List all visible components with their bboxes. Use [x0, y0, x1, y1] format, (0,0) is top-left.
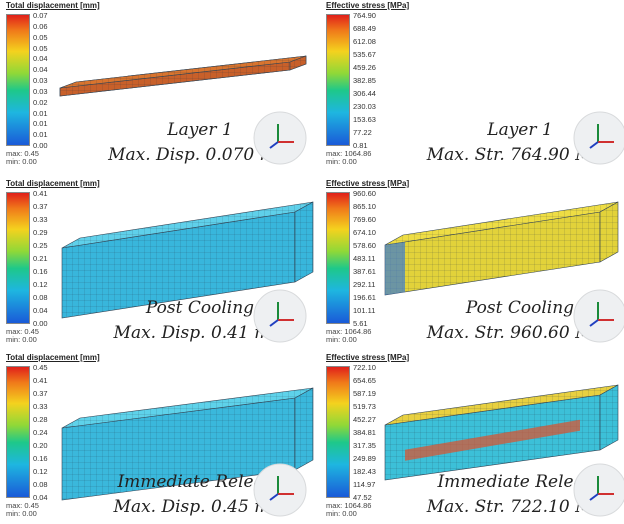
figure: Total displacement [mm] 0.07 0.06 0.05 0.05 0… [0, 0, 624, 524]
scale-label: 196.61 [353, 294, 376, 302]
scale-label: 0.04 [33, 55, 48, 63]
scale-label: 0.01 [33, 120, 48, 128]
axis-triad [250, 286, 310, 346]
scale-label: 0.12 [33, 281, 48, 289]
scale-label: 0.25 [33, 242, 48, 250]
axis-triad [250, 108, 310, 168]
scale-label: 578.60 [353, 242, 376, 250]
scale-label: 960.60 [353, 190, 376, 198]
color-bar [326, 366, 350, 498]
scale-label: 0.29 [33, 229, 48, 237]
scale-label: 77.22 [353, 129, 372, 137]
min-label: min: 0.00 [326, 510, 357, 518]
legend-title: Total displacement [mm] [6, 179, 100, 188]
scale-label: 674.10 [353, 229, 376, 237]
color-bar [6, 366, 30, 498]
scale-label: 0.03 [33, 88, 48, 96]
scale-label: 0.03 [33, 77, 48, 85]
scale-label: 384.81 [353, 429, 376, 437]
axis-triad [570, 286, 624, 346]
scale-label: 587.19 [353, 390, 376, 398]
scale-label: 0.02 [33, 99, 48, 107]
scale-label: 865.10 [353, 203, 376, 211]
color-bar [326, 192, 350, 324]
scale-label: 249.89 [353, 455, 376, 463]
scale-label: 483.11 [353, 255, 375, 263]
scale-label: 387.61 [353, 268, 376, 276]
scale-label: 382.85 [353, 77, 376, 85]
scale-label: 0.08 [33, 294, 48, 302]
scale-label: 612.08 [353, 38, 376, 46]
scale-label: 0.16 [33, 455, 48, 463]
scale-label: 0.28 [33, 416, 48, 424]
scale-label: 182.43 [353, 468, 376, 476]
result-panel: Effective stress [MPa] 960.60 865.10 769.60… [320, 178, 624, 350]
scale-label: 654.65 [353, 377, 376, 385]
color-bar [6, 192, 30, 324]
result-panel: Total displacement [mm] 0.41 0.37 0.33 0.29 0… [0, 178, 312, 350]
min-label: min: 0.00 [326, 158, 357, 166]
scale-label: 769.60 [353, 216, 376, 224]
scale-label: 0.06 [33, 23, 48, 31]
legend-title: Effective stress [MPa] [326, 1, 409, 10]
legend-title: Effective stress [MPa] [326, 179, 409, 188]
legend-title: Total displacement [mm] [6, 353, 100, 362]
scale-label: 722.10 [353, 364, 376, 372]
scale-label: 114.97 [353, 481, 375, 489]
result-panel: Total displacement [mm] 0.45 0.41 0.37 0.33 0… [0, 352, 312, 524]
result-panel: Effective stress [MPa] 764.90 688.49 612.08… [320, 0, 624, 172]
scale-label: 0.33 [33, 403, 48, 411]
scale-label: 0.01 [33, 110, 48, 118]
scale-label: 153.63 [353, 116, 376, 124]
scale-label: 0.04 [33, 307, 48, 315]
axis-triad [570, 460, 624, 520]
color-bar [6, 14, 30, 146]
scale-label: 0.07 [33, 12, 48, 20]
scale-label: 101.11 [353, 307, 375, 315]
scale-label: 459.26 [353, 64, 376, 72]
scale-label: 0.05 [33, 45, 48, 53]
scale-label: 0.04 [33, 66, 48, 74]
scale-label: 0.41 [33, 377, 48, 385]
min-label: min: 0.00 [6, 158, 37, 166]
result-panel: Effective stress [MPa] 722.10 654.65 587.19… [320, 352, 624, 524]
legend-title: Total displacement [mm] [6, 1, 100, 10]
scale-label: 306.44 [353, 90, 376, 98]
scale-label: 0.20 [33, 442, 48, 450]
scale-label: 0.01 [33, 131, 48, 139]
scale-label: 0.16 [33, 268, 48, 276]
scale-label: 0.37 [33, 390, 48, 398]
scale-label: 0.08 [33, 481, 48, 489]
scale-label: 317.35 [353, 442, 376, 450]
scale-label: 0.41 [33, 190, 48, 198]
min-label: min: 0.00 [326, 336, 357, 344]
scale-label: 0.33 [33, 216, 48, 224]
legend-title: Effective stress [MPa] [326, 353, 409, 362]
scale-label: 230.03 [353, 103, 376, 111]
scale-label: 0.37 [33, 203, 48, 211]
scale-label: 519.73 [353, 403, 376, 411]
scale-label: 452.27 [353, 416, 376, 424]
scale-label: 0.21 [33, 255, 48, 263]
scale-label: 535.67 [353, 51, 376, 59]
scale-label: 0.45 [33, 364, 48, 372]
color-bar [326, 14, 350, 146]
axis-triad [250, 460, 310, 520]
scale-label: 0.12 [33, 468, 48, 476]
scale-label: 688.49 [353, 25, 376, 33]
min-label: min: 0.00 [6, 336, 37, 344]
scale-label: 764.90 [353, 12, 376, 20]
scale-label: 292.11 [353, 281, 375, 289]
min-label: min: 0.00 [6, 510, 37, 518]
scale-label: 0.05 [33, 34, 48, 42]
axis-triad [570, 108, 624, 168]
result-panel: Total displacement [mm] 0.07 0.06 0.05 0.05 0… [0, 0, 312, 172]
scale-label: 0.24 [33, 429, 48, 437]
